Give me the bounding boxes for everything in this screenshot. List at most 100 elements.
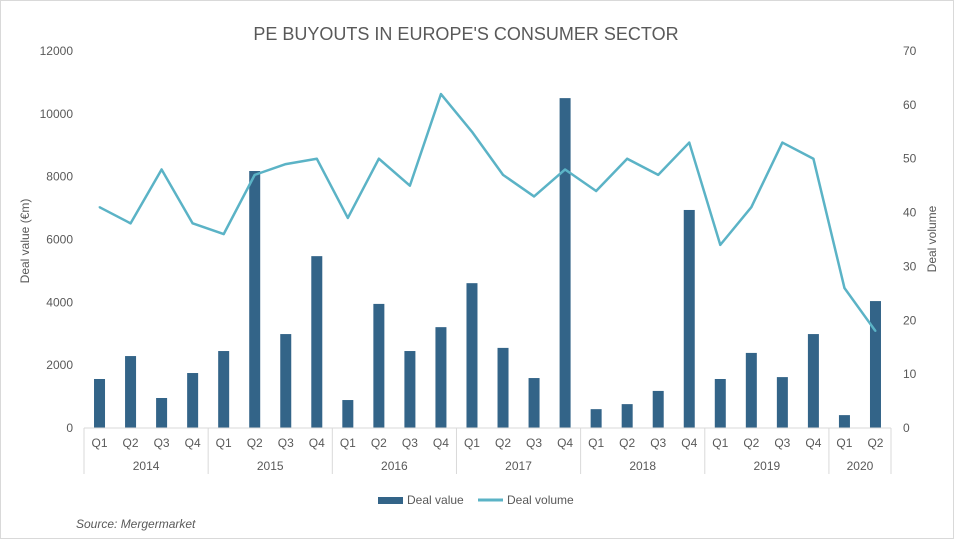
- point-deal-volume: [719, 243, 722, 246]
- point-deal-volume: [346, 216, 349, 219]
- point-deal-volume: [874, 330, 877, 333]
- x-tick-label: Q3: [154, 436, 170, 450]
- point-deal-volume: [439, 93, 442, 96]
- x-tick-label: Q2: [371, 436, 387, 450]
- x-tick-label: Q4: [185, 436, 201, 450]
- bar-deal-value: [94, 378, 106, 428]
- y2-axis-label: Deal volume: [925, 205, 939, 272]
- point-deal-volume: [750, 206, 753, 209]
- point-deal-volume: [284, 163, 287, 166]
- chart-title: PE BUYOUTS IN EUROPE'S CONSUMER SECTOR: [253, 24, 678, 44]
- bar-deal-value: [435, 327, 447, 428]
- bar-deal-value: [869, 301, 881, 428]
- x-tick-label: Q4: [309, 436, 325, 450]
- y-tick-label: 0: [66, 421, 73, 435]
- point-deal-volume: [657, 173, 660, 176]
- legend-label-deal-value: Deal value: [407, 493, 464, 507]
- bar-deal-value: [249, 171, 261, 429]
- bar-deal-value: [187, 373, 199, 428]
- x-tick-label: Q3: [526, 436, 542, 450]
- bar-deal-value: [652, 390, 664, 428]
- x-tick-label: Q4: [433, 436, 449, 450]
- x-tick-label: Q1: [92, 436, 108, 450]
- year-label: 2020: [847, 459, 874, 473]
- x-tick-label: Q1: [340, 436, 356, 450]
- point-deal-volume: [812, 157, 815, 160]
- year-label: 2019: [753, 459, 780, 473]
- bar-deal-value: [342, 400, 354, 428]
- x-tick-label: Q1: [588, 436, 604, 450]
- x-tick-label: Q1: [712, 436, 728, 450]
- year-label: 2014: [133, 459, 160, 473]
- bar-deal-value: [373, 303, 385, 428]
- year-label: 2017: [505, 459, 532, 473]
- x-tick-label: Q1: [464, 436, 480, 450]
- y-tick-label: 2000: [46, 358, 73, 372]
- bar-deal-value: [280, 334, 292, 428]
- point-deal-volume: [253, 173, 256, 176]
- point-deal-volume: [98, 206, 101, 209]
- x-tick-label: Q2: [619, 436, 635, 450]
- x-tick-label: Q1: [836, 436, 852, 450]
- source-note: Source: Mergermarket: [76, 517, 196, 531]
- bar-deal-value: [404, 351, 416, 428]
- x-tick-label: Q3: [402, 436, 418, 450]
- point-deal-volume: [626, 157, 629, 160]
- bar-deal-value: [466, 283, 478, 428]
- y-tick-label: 6000: [46, 233, 73, 247]
- point-deal-volume: [191, 222, 194, 225]
- bar-deal-value: [218, 351, 230, 428]
- y-tick-label: 12000: [40, 44, 74, 58]
- bar-deal-value: [776, 377, 788, 428]
- y2-tick-label: 60: [903, 98, 917, 112]
- y2-tick-label: 70: [903, 44, 917, 58]
- year-label: 2015: [257, 459, 284, 473]
- y2-tick-label: 30: [903, 259, 917, 273]
- bar-deal-value: [311, 256, 323, 428]
- bar-deal-value: [590, 409, 602, 428]
- x-tick-label: Q2: [123, 436, 139, 450]
- point-deal-volume: [781, 141, 784, 144]
- point-deal-volume: [564, 168, 567, 171]
- y2-tick-label: 50: [903, 152, 917, 166]
- y-tick-label: 4000: [46, 295, 73, 309]
- bar-deal-value: [559, 98, 571, 428]
- y-tick-label: 8000: [46, 170, 73, 184]
- bar-deal-value: [807, 334, 819, 428]
- point-deal-volume: [843, 286, 846, 289]
- point-deal-volume: [315, 157, 318, 160]
- y2-tick-label: 0: [903, 421, 910, 435]
- y2-tick-label: 10: [903, 367, 917, 381]
- year-label: 2018: [629, 459, 656, 473]
- bar-deal-value: [745, 352, 757, 428]
- point-deal-volume: [377, 157, 380, 160]
- point-deal-volume: [595, 190, 598, 193]
- legend-swatch-deal-value: [378, 497, 403, 504]
- x-tick-label: Q2: [743, 436, 759, 450]
- point-deal-volume: [129, 222, 132, 225]
- bar-deal-value: [156, 397, 168, 428]
- bar-deal-value: [497, 347, 509, 428]
- x-tick-label: Q4: [681, 436, 697, 450]
- point-deal-volume: [222, 233, 225, 236]
- x-tick-label: Q4: [805, 436, 821, 450]
- x-tick-label: Q1: [216, 436, 232, 450]
- point-deal-volume: [160, 168, 163, 171]
- year-label: 2016: [381, 459, 408, 473]
- y-axis-label: Deal value (€m): [18, 199, 32, 284]
- bar-deal-value: [125, 356, 137, 428]
- bar-deal-value: [683, 209, 695, 428]
- line-deal-volume: [98, 92, 877, 332]
- legend: Deal value Deal volume: [378, 493, 574, 507]
- point-deal-volume: [502, 173, 505, 176]
- point-deal-volume: [688, 141, 691, 144]
- bar-deal-value: [714, 378, 726, 428]
- x-tick-label: Q2: [867, 436, 883, 450]
- point-deal-volume: [408, 184, 411, 187]
- y-tick-label: 10000: [40, 107, 74, 121]
- bar-deal-value: [528, 378, 540, 428]
- x-tick-label: Q3: [774, 436, 790, 450]
- y2-tick-label: 40: [903, 206, 917, 220]
